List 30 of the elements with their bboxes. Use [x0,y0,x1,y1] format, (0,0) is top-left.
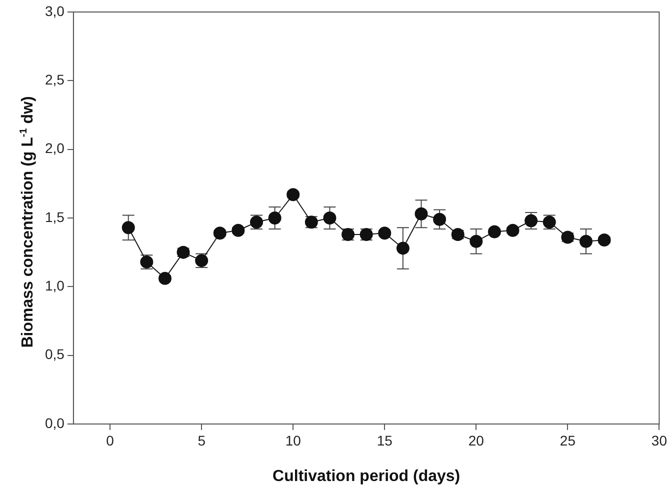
point [213,226,226,240]
point [158,272,172,285]
y-tick-label: 1,5 [44,208,65,225]
x-tick-label: 25 [560,432,576,448]
point [268,212,282,224]
point [414,207,428,220]
point [122,221,135,234]
point [506,224,520,237]
y-tick-label: 3,0 [44,2,65,19]
point [286,188,300,202]
y-tick-label: 2,0 [44,140,65,156]
x-tick-label: 30 [651,432,668,448]
point [598,233,611,246]
y-tick-label: 1,0 [44,278,65,294]
x-tick-label: 10 [285,432,302,448]
x-tick-label: 0 [106,432,114,448]
x-tick-label: 20 [468,432,484,448]
x-tick-label: 15 [376,432,393,448]
y-tick-label: 2,5 [44,72,65,88]
point [378,226,392,240]
y-tick-label: 0,5 [44,346,65,362]
point [323,212,336,224]
point [488,225,501,238]
point [232,224,245,237]
point [579,234,592,248]
point [470,234,483,248]
x-tick-label: 5 [198,432,206,448]
y-tick-label: 0,0 [44,414,65,431]
x-axis-title: Cultivation period (days) [272,468,460,485]
point [396,242,410,255]
